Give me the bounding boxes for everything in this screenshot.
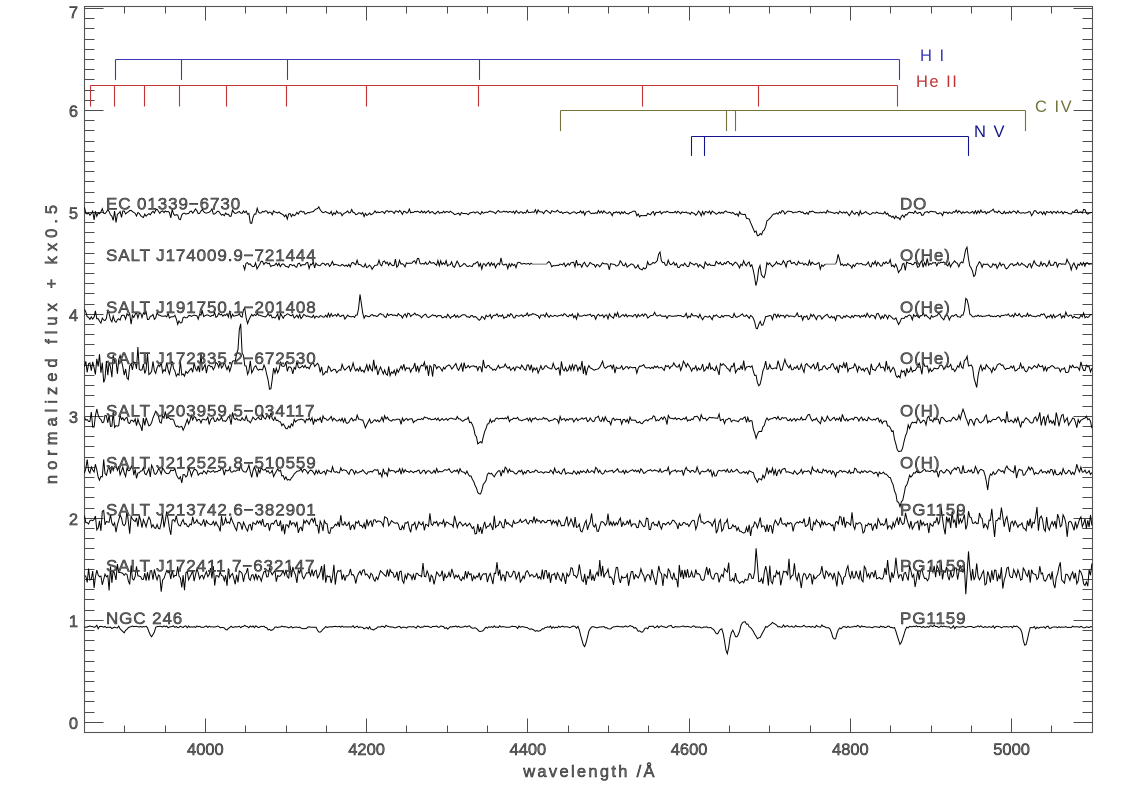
svg-text:1: 1: [69, 613, 78, 631]
svg-text:O(H): O(H): [900, 402, 940, 421]
svg-text:4400: 4400: [510, 741, 547, 759]
svg-text:4600: 4600: [671, 741, 708, 759]
svg-text:C IV: C IV: [1035, 98, 1073, 116]
svg-text:3: 3: [69, 409, 78, 427]
svg-text:2: 2: [69, 511, 78, 529]
svg-text:NGC 246: NGC 246: [106, 609, 183, 628]
svg-text:PG1159: PG1159: [900, 501, 967, 520]
svg-text:O(He): O(He): [900, 298, 951, 317]
svg-text:4000: 4000: [187, 741, 224, 759]
svg-text:6: 6: [69, 103, 78, 121]
svg-text:4800: 4800: [832, 741, 869, 759]
svg-text:O(He): O(He): [900, 349, 951, 368]
svg-text:4200: 4200: [348, 741, 385, 759]
svg-text:He II: He II: [916, 73, 958, 91]
svg-text:DO: DO: [900, 194, 927, 213]
svg-text:wavelength /Å: wavelength /Å: [522, 762, 657, 781]
svg-text:4: 4: [69, 307, 78, 325]
svg-text:SALT J212525.8−510559: SALT J212525.8−510559: [106, 453, 317, 472]
svg-text:O(H): O(H): [900, 453, 940, 472]
svg-text:0: 0: [69, 715, 78, 733]
svg-text:O(He): O(He): [900, 246, 951, 265]
svg-text:SALT J213742.6−382901: SALT J213742.6−382901: [106, 501, 317, 520]
svg-text:N V: N V: [974, 123, 1006, 141]
svg-text:H I: H I: [920, 47, 946, 65]
svg-text:EC 01339−6730: EC 01339−6730: [106, 194, 241, 213]
svg-text:5: 5: [69, 205, 78, 223]
svg-text:5000: 5000: [993, 741, 1030, 759]
svg-text:SALT J172411.7−632147: SALT J172411.7−632147: [106, 557, 315, 576]
svg-text:SALT J203959.5−034117: SALT J203959.5−034117: [106, 402, 315, 421]
svg-text:PG1159: PG1159: [900, 557, 967, 576]
svg-text:SALT J172335.2−672530: SALT J172335.2−672530: [106, 349, 317, 368]
svg-text:normalized flux + kx0.5: normalized flux + kx0.5: [43, 200, 61, 484]
svg-text:SALT J174009.9−721444: SALT J174009.9−721444: [106, 246, 317, 265]
svg-text:SALT J191750.1−201408: SALT J191750.1−201408: [106, 298, 317, 317]
svg-text:7: 7: [69, 4, 78, 22]
svg-text:PG1159: PG1159: [900, 609, 967, 628]
